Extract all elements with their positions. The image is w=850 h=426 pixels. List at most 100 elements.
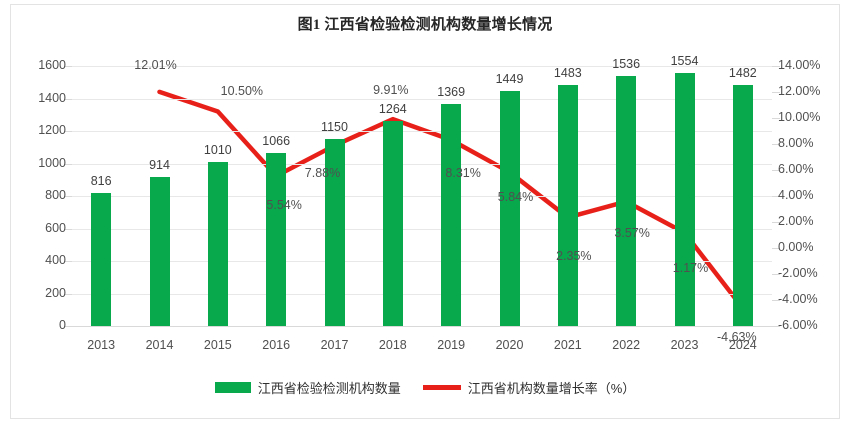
bar-2021[interactable] xyxy=(557,85,578,326)
bar-2016[interactable] xyxy=(266,152,287,326)
legend-swatch-line-icon xyxy=(422,385,461,390)
axis-tick-mark-right xyxy=(772,274,780,275)
x-axis-label-2014: 2014 xyxy=(145,338,174,352)
axis-tick-mark-right xyxy=(772,196,780,197)
y-axis-left-tick-label: 200 xyxy=(45,285,66,300)
gridline xyxy=(72,293,772,295)
gridline xyxy=(72,98,772,100)
growth-rate-value-label: 8.31% xyxy=(445,165,481,180)
gridline xyxy=(72,326,772,327)
x-axis-label-2017: 2017 xyxy=(320,338,349,352)
y-axis-left-tick-label: 1000 xyxy=(38,155,66,170)
bar-2018[interactable] xyxy=(382,120,403,326)
axis-tick-mark-right xyxy=(772,170,780,171)
bar-value-label: 1150 xyxy=(321,120,348,135)
chart-legend: 江西省检验检测机构数量 江西省机构数量增长率（%） xyxy=(0,378,850,397)
y-axis-right-tick-label: 12.00% xyxy=(778,84,821,98)
bar-2022[interactable] xyxy=(616,76,637,326)
legend-label-bar: 江西省检验检测机构数量 xyxy=(257,381,401,396)
bar-value-label: 1264 xyxy=(378,101,407,116)
growth-rate-value-label: 2.35% xyxy=(556,249,592,264)
x-axis-label-2022: 2022 xyxy=(612,338,641,352)
growth-rate-value-label: 12.01% xyxy=(134,57,177,72)
axis-tick-mark-right xyxy=(772,222,780,223)
axis-tick-mark-right xyxy=(772,326,780,327)
axis-tick-mark-right xyxy=(772,144,780,145)
y-axis-right-tick-label: -4.00% xyxy=(778,292,818,306)
growth-rate-value-label: 9.91% xyxy=(373,83,409,98)
growth-rate-value-label: 10.50% xyxy=(220,83,264,98)
x-axis-label-2015: 2015 xyxy=(203,338,232,352)
gridline xyxy=(72,261,772,262)
axis-tick-mark-right xyxy=(772,66,780,67)
y-axis-right-tick-label: 4.00% xyxy=(778,188,814,202)
y-axis-right-tick-label: 14.00% xyxy=(778,58,821,72)
axis-tick-mark-right xyxy=(772,248,780,249)
growth-rate-value-label: 1.17% xyxy=(672,260,709,275)
y-axis-left-tick-label: 1600 xyxy=(38,58,66,72)
bar-2020[interactable] xyxy=(499,90,520,326)
legend-item-line: 江西省机构数量增长率（%） xyxy=(422,378,636,397)
bar-value-label: 914 xyxy=(149,158,170,173)
legend-label-line: 江西省机构数量增长率（%） xyxy=(467,381,636,396)
y-axis-left-tick-label: 800 xyxy=(45,188,66,202)
y-axis-left-tick-label: 0 xyxy=(59,318,66,332)
y-axis-left-tick-label: 600 xyxy=(45,220,66,235)
axis-tick-mark-left xyxy=(64,163,72,165)
gridline xyxy=(72,196,772,197)
x-axis-label-2024: 2024 xyxy=(728,338,757,352)
y-axis-right-tick-label: -2.00% xyxy=(778,266,818,280)
y-axis-right-tick-label: 2.00% xyxy=(778,214,814,228)
bar-2013[interactable] xyxy=(91,193,112,326)
y-axis-left-tick-label: 1400 xyxy=(38,90,66,105)
y-axis-right-tick-label: 10.00% xyxy=(778,110,821,124)
gridline xyxy=(72,228,772,230)
axis-tick-mark-left xyxy=(64,261,72,262)
bar-value-label: 1010 xyxy=(203,142,232,157)
bar-2024[interactable] xyxy=(732,85,753,326)
chart-frame xyxy=(10,4,840,419)
bar-value-label: 1449 xyxy=(495,71,524,86)
axis-tick-mark-left xyxy=(64,131,72,132)
legend-item-bar: 江西省检验检测机构数量 xyxy=(214,378,401,397)
axis-tick-mark-left xyxy=(64,228,72,230)
y-axis-left-tick-label: 1200 xyxy=(38,123,66,137)
axis-tick-mark-right xyxy=(772,118,780,119)
bar-2015[interactable] xyxy=(207,161,228,326)
growth-rate-value-label: 5.54% xyxy=(266,197,302,212)
legend-swatch-bar-icon xyxy=(214,382,251,393)
growth-rate-value-label: -4.63% xyxy=(717,330,757,345)
axis-tick-mark-left xyxy=(64,326,72,327)
axis-tick-mark-left xyxy=(64,293,72,295)
bar-value-label: 816 xyxy=(90,174,112,189)
y-axis-right-tick-label: 8.00% xyxy=(778,136,814,150)
bar-value-label: 1536 xyxy=(612,57,641,72)
bar-value-label: 1066 xyxy=(262,133,291,148)
growth-rate-value-label: 5.84% xyxy=(497,190,534,205)
axis-tick-mark-left xyxy=(64,196,72,197)
growth-rate-value-label: 7.88% xyxy=(304,165,341,180)
bar-value-label: 1369 xyxy=(437,84,466,99)
x-axis-label-2016: 2016 xyxy=(262,338,291,352)
y-axis-right-tick-label: 0.00% xyxy=(778,240,814,254)
axis-tick-mark-right xyxy=(772,300,780,301)
bar-value-label: 1554 xyxy=(670,54,699,69)
bar-value-label: 1483 xyxy=(553,66,582,80)
bar-2017[interactable] xyxy=(324,139,345,326)
y-axis-left-tick-label: 400 xyxy=(45,253,66,267)
plot-area: 0 200 400 600 800 1000 1200 1400 1600 -6.00% -4.00… xyxy=(38,54,820,344)
x-axis-label-2020: 2020 xyxy=(495,338,524,352)
bar-value-label: 1482 xyxy=(728,66,757,81)
gridline xyxy=(72,131,772,132)
bar-2014[interactable] xyxy=(149,177,170,326)
bar-2019[interactable] xyxy=(441,103,462,326)
x-axis-label-2013: 2013 xyxy=(87,338,116,352)
gridline xyxy=(72,66,772,67)
y-axis-right-tick-label: -6.00% xyxy=(778,318,818,332)
x-axis-label-2021: 2021 xyxy=(553,338,582,352)
bar-2023[interactable] xyxy=(674,73,695,326)
growth-rate-value-label: 3.57% xyxy=(614,225,650,240)
gridline xyxy=(72,163,772,165)
x-axis-label-2019: 2019 xyxy=(437,338,466,352)
